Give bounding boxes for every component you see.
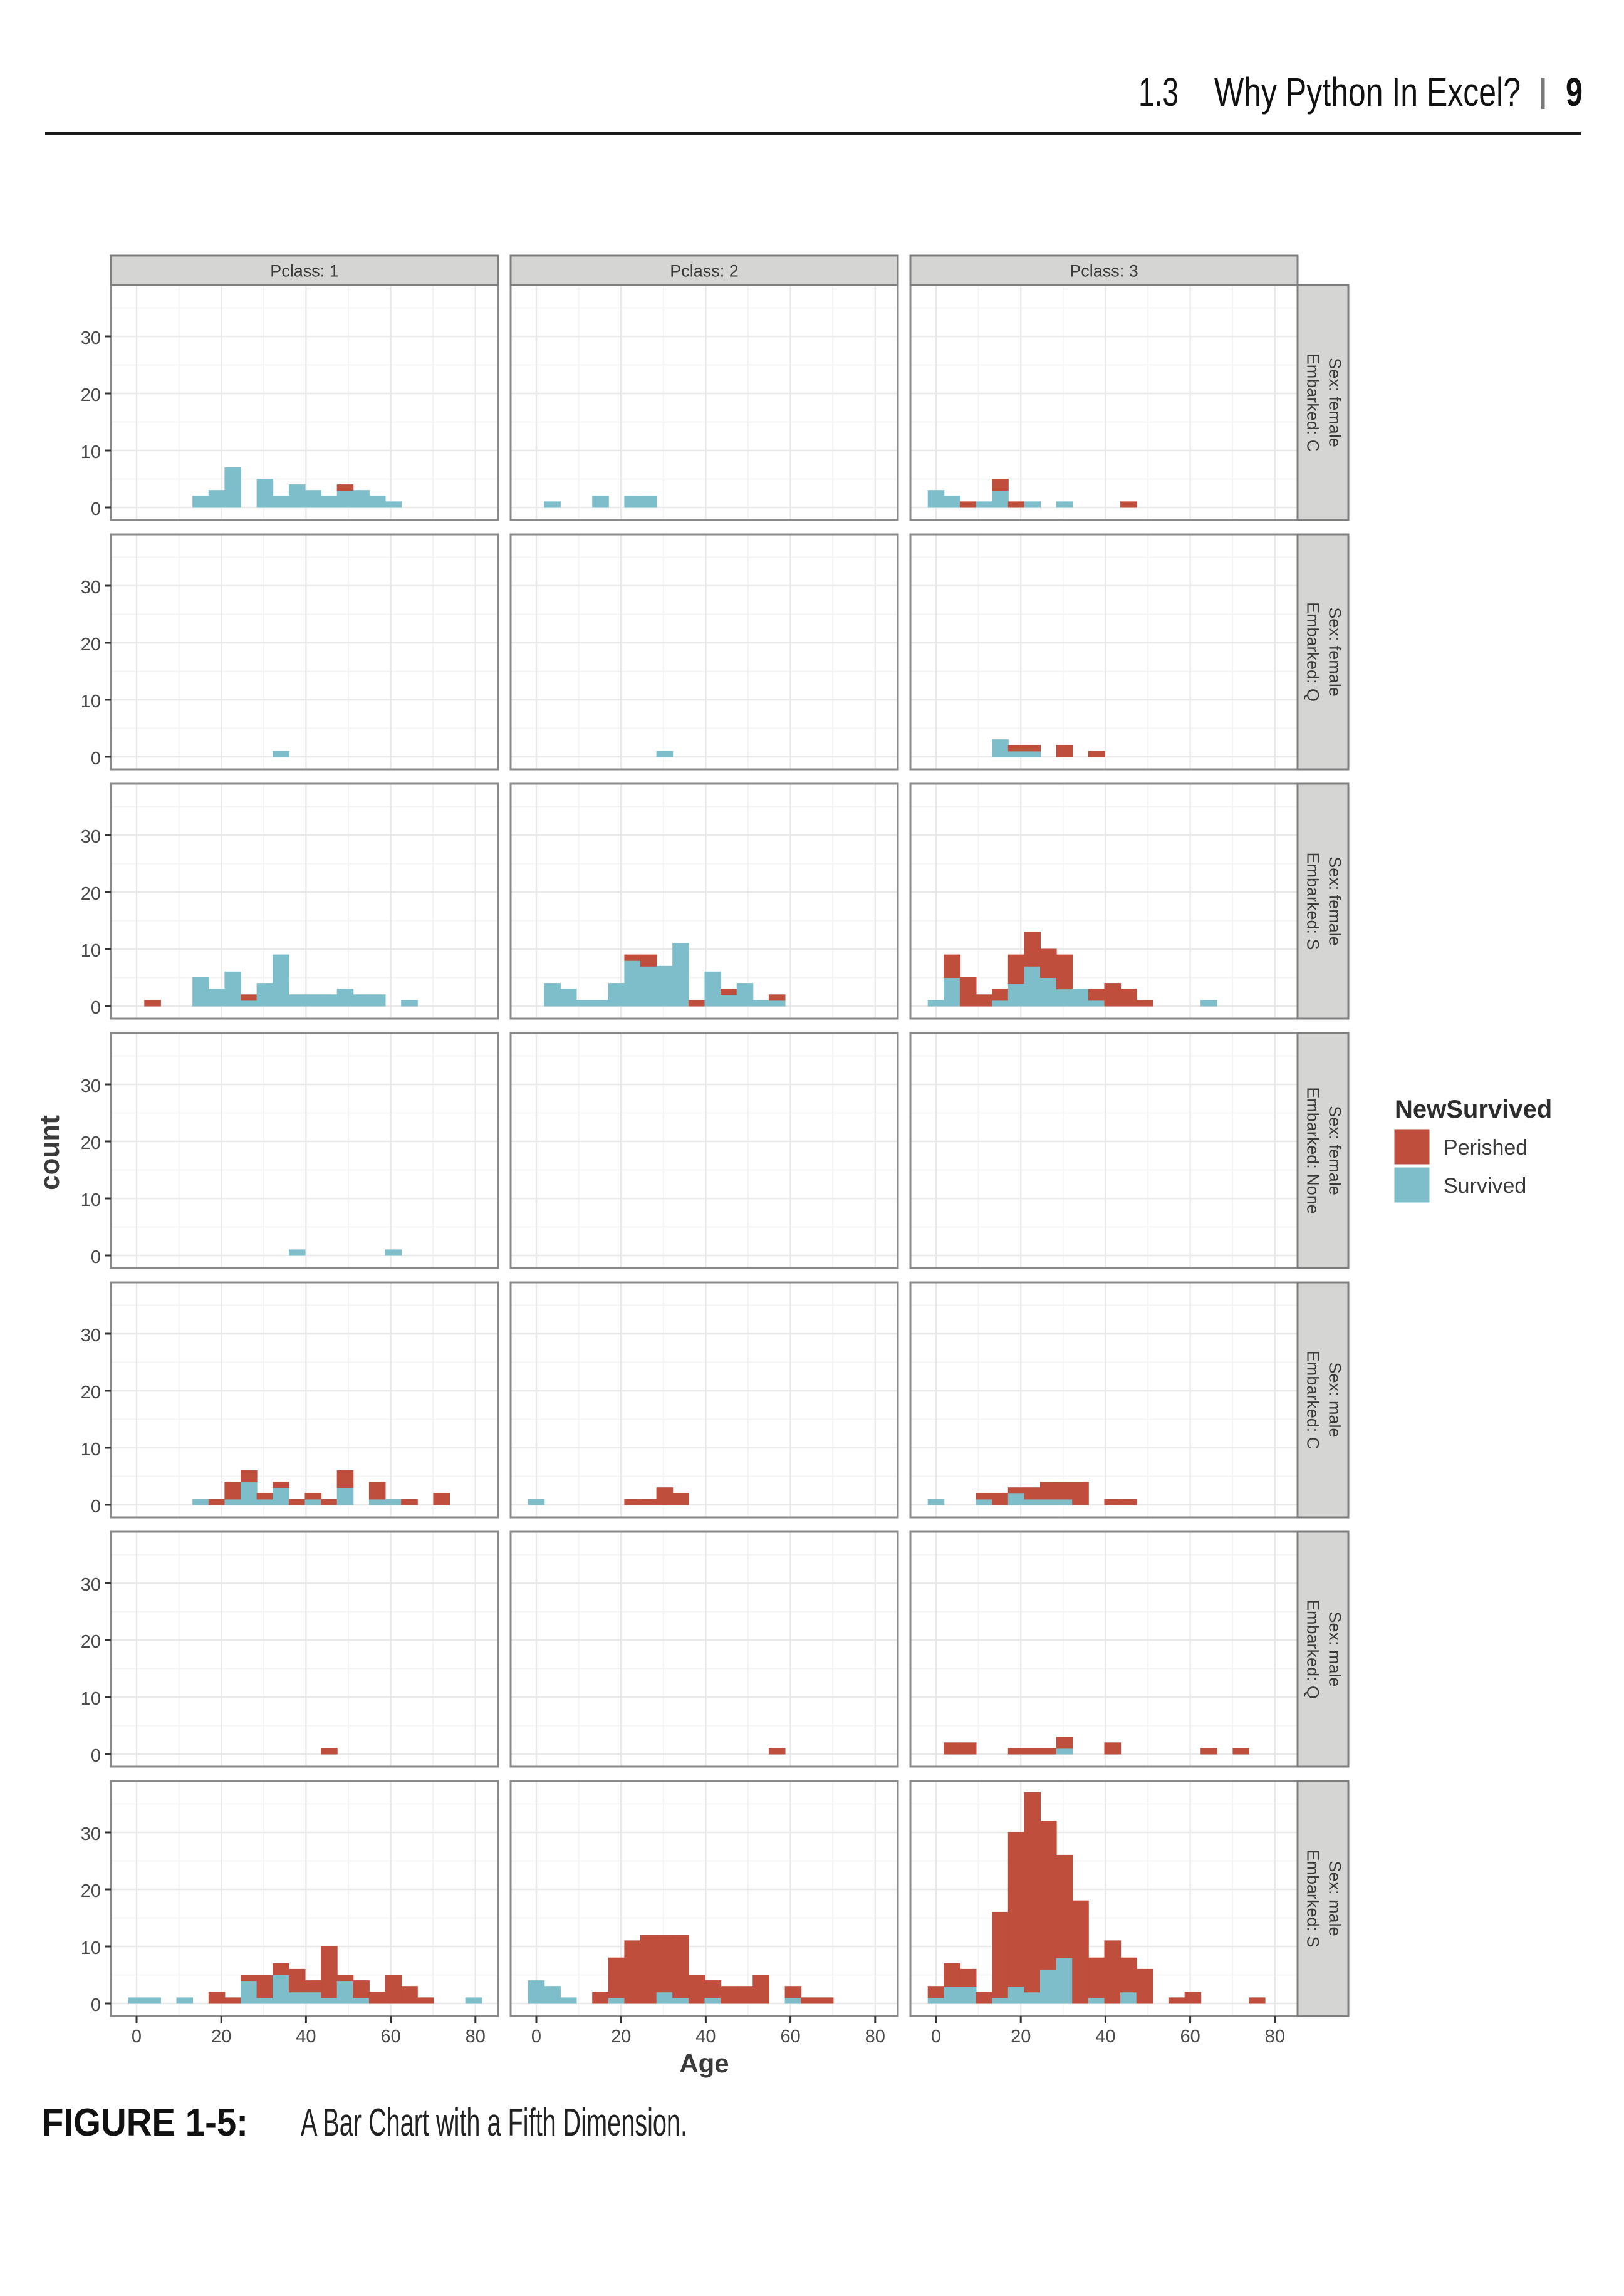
svg-text:Pclass: 1: Pclass: 1 (270, 262, 339, 281)
svg-text:20: 20 (1011, 2027, 1031, 2047)
svg-text:20: 20 (81, 1632, 101, 1652)
svg-text:20: 20 (81, 1133, 101, 1153)
svg-text:60: 60 (1180, 2027, 1200, 2047)
svg-text:0: 0 (531, 2027, 541, 2047)
svg-text:Pclass: 2: Pclass: 2 (670, 262, 739, 281)
svg-text:40: 40 (1095, 2027, 1115, 2047)
svg-text:Sex: female: Sex: female (1326, 358, 1345, 447)
svg-text:0: 0 (91, 1995, 101, 2015)
svg-text:10: 10 (81, 1440, 101, 1460)
svg-text:30: 30 (81, 328, 101, 348)
svg-text:count: count (34, 1115, 65, 1190)
svg-text:0: 0 (91, 1497, 101, 1517)
svg-text:Sex: female: Sex: female (1326, 607, 1345, 697)
svg-text:Embarked: C: Embarked: C (1304, 353, 1323, 452)
svg-text:20: 20 (81, 884, 101, 904)
svg-text:60: 60 (780, 2027, 800, 2047)
svg-text:Sex: male: Sex: male (1326, 1861, 1345, 1936)
svg-text:Embarked: S: Embarked: S (1304, 852, 1323, 950)
svg-text:20: 20 (81, 635, 101, 655)
svg-text:80: 80 (865, 2027, 885, 2047)
svg-text:Sex: male: Sex: male (1326, 1362, 1345, 1437)
svg-text:40: 40 (695, 2027, 716, 2047)
svg-text:30: 30 (81, 1575, 101, 1595)
svg-text:10: 10 (81, 1938, 101, 1958)
svg-text:0: 0 (91, 499, 101, 519)
svg-text:10: 10 (81, 442, 101, 462)
svg-text:10: 10 (81, 1689, 101, 1709)
svg-text:Sex: female: Sex: female (1326, 856, 1345, 946)
svg-text:20: 20 (81, 385, 101, 405)
svg-text:0: 0 (91, 749, 101, 769)
svg-text:Pclass: 3: Pclass: 3 (1070, 262, 1138, 281)
svg-text:20: 20 (81, 1881, 101, 1901)
svg-text:0: 0 (91, 998, 101, 1018)
svg-text:10: 10 (81, 1190, 101, 1210)
svg-text:0: 0 (91, 1746, 101, 1766)
svg-text:80: 80 (1265, 2027, 1285, 2047)
svg-text:10: 10 (81, 692, 101, 712)
svg-text:Embarked: None: Embarked: None (1304, 1087, 1323, 1214)
svg-text:0: 0 (132, 2027, 142, 2047)
svg-text:40: 40 (296, 2027, 316, 2047)
svg-text:0: 0 (931, 2027, 941, 2047)
svg-text:Embarked: S: Embarked: S (1304, 1849, 1323, 1947)
svg-text:30: 30 (81, 1326, 101, 1346)
svg-text:Sex: female: Sex: female (1326, 1106, 1345, 1195)
svg-text:20: 20 (211, 2027, 231, 2047)
svg-text:20: 20 (81, 1383, 101, 1403)
svg-text:20: 20 (611, 2027, 631, 2047)
svg-text:Embarked: Q: Embarked: Q (1304, 1599, 1323, 1699)
svg-text:Survived: Survived (1444, 1174, 1526, 1198)
svg-text:30: 30 (81, 1824, 101, 1844)
svg-text:60: 60 (380, 2027, 400, 2047)
svg-text:NewSurvived: NewSurvived (1395, 1096, 1552, 1123)
svg-text:Perished: Perished (1444, 1136, 1528, 1160)
svg-text:30: 30 (81, 1076, 101, 1096)
svg-text:30: 30 (81, 578, 101, 598)
svg-text:80: 80 (466, 2027, 486, 2047)
svg-text:FIGURE 1-5:A Bar Chart with a: FIGURE 1-5: A Bar Chart with a Fifth Dime… (42, 2101, 687, 2144)
svg-text:Sex: male: Sex: male (1326, 1611, 1345, 1686)
svg-text:0: 0 (91, 1247, 101, 1267)
svg-text:Embarked: Q: Embarked: Q (1304, 602, 1323, 702)
svg-text:30: 30 (81, 827, 101, 847)
svg-text:10: 10 (81, 941, 101, 961)
svg-text:Embarked: C: Embarked: C (1304, 1351, 1323, 1450)
svg-text:Age: Age (679, 2049, 729, 2078)
